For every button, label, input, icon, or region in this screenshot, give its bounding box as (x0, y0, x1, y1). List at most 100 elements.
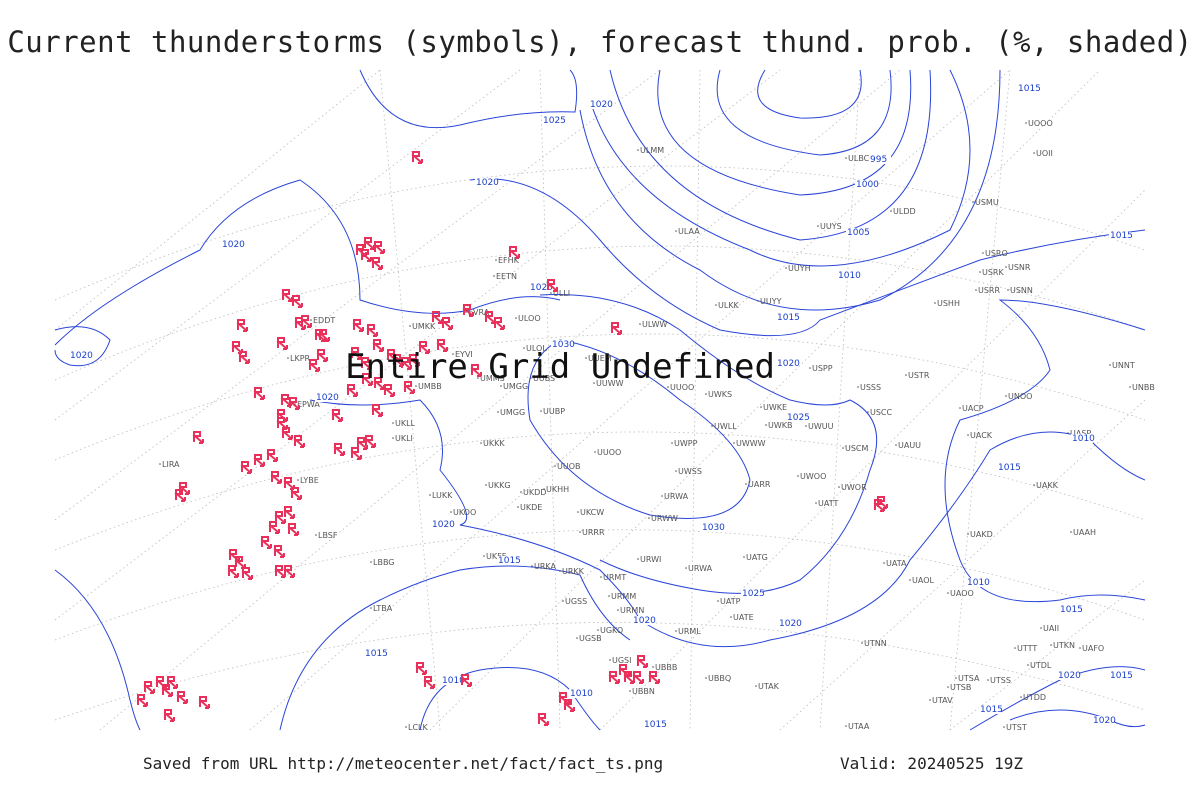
station-label: UBBB (655, 663, 677, 672)
isobar-label-bg (869, 155, 891, 164)
station-dot (845, 725, 847, 727)
station-label: UTKN (1053, 641, 1075, 650)
station-dot (495, 259, 497, 261)
isobar-label-bg (997, 463, 1019, 472)
station-dot (315, 534, 317, 536)
station-label: UMBB (418, 382, 442, 391)
station-label: UTDD (1023, 693, 1046, 702)
station-label: UMGG (503, 382, 528, 391)
station-label: UAAH (1073, 528, 1096, 537)
thunderstorm-symbol (608, 671, 620, 684)
thunderstorm-symbol (240, 461, 252, 474)
isobar-label: 1010 (570, 689, 593, 699)
station-dot (760, 406, 762, 408)
station-label: UUOO (670, 383, 694, 392)
station-label: UARR (748, 480, 771, 489)
station-dot (785, 267, 787, 269)
thunderstorm-symbol (423, 676, 435, 689)
thunderstorm-symbol (241, 567, 253, 580)
station-label: ULDD (893, 207, 916, 216)
isobar-label-bg (846, 228, 868, 237)
station-dot (715, 304, 717, 306)
isobar-label-bg (855, 180, 877, 189)
station-dot (675, 230, 677, 232)
isobar-label: 1015 (498, 556, 521, 566)
station-dot (809, 367, 811, 369)
station-label: UACK (970, 431, 993, 440)
station-dot (531, 565, 533, 567)
station-dot (757, 300, 759, 302)
station-dot (497, 411, 499, 413)
station-dot (1033, 152, 1035, 154)
thunderstorm-symbol (372, 339, 384, 352)
station-dot (675, 630, 677, 632)
station-label: UKLI (395, 434, 413, 443)
station-label: UATE (733, 613, 754, 622)
station-dot (934, 302, 936, 304)
station-dot (652, 666, 654, 668)
thunderstorm-symbol (293, 435, 305, 448)
station-label: EPWA (297, 400, 320, 409)
station-dot (975, 289, 977, 291)
station-dot (480, 442, 482, 444)
station-dot (667, 386, 669, 388)
thunderstorm-symbol (537, 713, 549, 726)
station-dot (493, 275, 495, 277)
overlay-message: Entire Grid Undefined (345, 347, 775, 387)
station-label: UUEM (588, 354, 612, 363)
station-label: EYVI (455, 350, 473, 359)
station-label: UATT (818, 499, 838, 508)
station-label: UMKK (412, 322, 436, 331)
isobar-label-bg (776, 313, 798, 322)
isobar-label-bg (542, 116, 564, 125)
thunderstorm-symbol (364, 435, 376, 448)
thunderstorm-symbol (283, 506, 295, 519)
station-label: UAUU (898, 441, 921, 450)
station-dot (287, 357, 289, 359)
thunderstorm-symbol (227, 565, 239, 578)
station-label: URKA (534, 562, 557, 571)
station-dot (520, 491, 522, 493)
station-label: UACP (962, 404, 984, 413)
station-label: UUWW (596, 379, 624, 388)
thunderstorm-symbol (876, 496, 888, 509)
station-label: LIRA (162, 460, 180, 469)
station-dot (967, 434, 969, 436)
isobar-label-bg (979, 705, 1001, 714)
station-dot (671, 442, 673, 444)
station-dot (979, 271, 981, 273)
station-dot (905, 374, 907, 376)
station-dot (717, 600, 719, 602)
thunderstorm-symbol (274, 511, 286, 524)
station-label: UTAA (848, 722, 870, 731)
station-label: UWSS (678, 467, 702, 476)
station-label: UWOO (800, 472, 826, 481)
isobar-label-bg (551, 340, 573, 349)
station-label: ULAA (678, 227, 700, 236)
station-label: UAOL (912, 576, 934, 585)
station-dot (711, 425, 713, 427)
station-dot (730, 616, 732, 618)
station-dot (483, 555, 485, 557)
station-label: UATP (720, 597, 741, 606)
thunderstorm-symbol (373, 241, 385, 254)
station-dot (1007, 289, 1009, 291)
isobar-label: 1020 (222, 240, 245, 250)
isobar-label-bg (837, 271, 859, 280)
thunderstorm-symbol (268, 521, 280, 534)
station-dot (817, 225, 819, 227)
station-label: UAKK (1036, 481, 1059, 490)
station-label: URML (678, 627, 701, 636)
station-dot (429, 494, 431, 496)
isobar-label: 1020 (70, 351, 93, 361)
station-label: URWI (640, 555, 661, 564)
isobar-label-bg (497, 556, 519, 565)
isobar-label: 1010 (442, 676, 465, 686)
station-dot (895, 444, 897, 446)
station-dot (1033, 484, 1035, 486)
isobar-label-bg (778, 619, 800, 628)
thunderstorm-symbol (350, 447, 362, 460)
thunderstorm-symbol (333, 443, 345, 456)
station-label: UTNN (864, 639, 887, 648)
thunderstorm-symbol (352, 319, 364, 332)
